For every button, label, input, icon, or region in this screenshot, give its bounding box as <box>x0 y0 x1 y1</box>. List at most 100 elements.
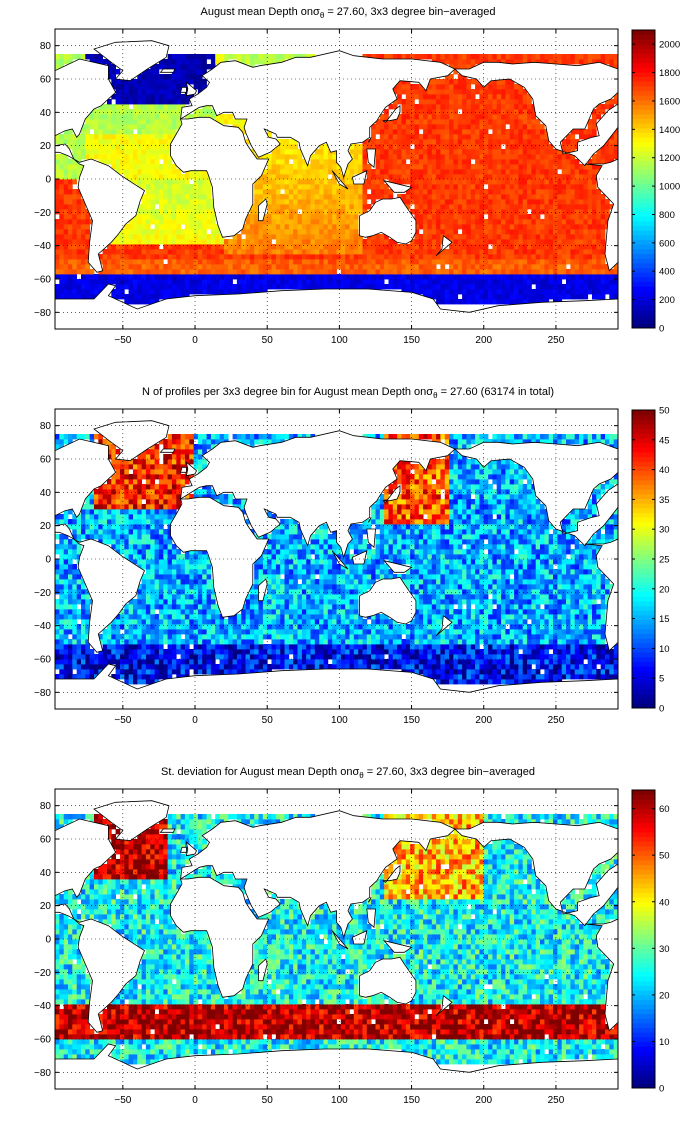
heatmap-cell <box>561 214 567 220</box>
heatmap-cell <box>184 99 190 105</box>
heatmap-cell <box>68 664 73 670</box>
heatmap-cell <box>55 654 60 660</box>
heatmap-cell <box>375 129 381 135</box>
heatmap-cell <box>232 259 238 265</box>
heatmap-cell <box>76 289 82 295</box>
colorbar-segment <box>632 183 655 189</box>
heatmap-cell <box>249 254 255 260</box>
heatmap-cell <box>145 269 151 275</box>
heatmap-cell <box>392 279 398 285</box>
heatmap-cell <box>297 204 303 210</box>
heatmap-cell <box>145 124 151 130</box>
heatmap-cell <box>583 229 589 235</box>
heatmap-cell <box>583 279 589 285</box>
heatmap-cell <box>592 119 597 125</box>
heatmap-cell <box>267 59 272 65</box>
heatmap-cell <box>475 54 480 60</box>
heatmap-cell <box>219 664 225 670</box>
heatmap-cell <box>466 104 472 110</box>
heatmap-cell <box>323 209 329 215</box>
heatmap-cell <box>509 174 515 180</box>
heatmap-cell <box>466 259 472 265</box>
heatmap-cell <box>271 264 277 270</box>
heatmap-cell <box>180 74 186 80</box>
heatmap-cell <box>501 239 506 245</box>
heatmap-cell <box>133 674 138 680</box>
heatmap-cell <box>163 159 168 165</box>
heatmap-cell <box>401 129 407 135</box>
heatmap-cell <box>470 114 476 120</box>
heatmap-cell <box>154 294 160 300</box>
heatmap-cell <box>440 189 446 195</box>
heatmap-cell <box>150 194 155 200</box>
heatmap-cell <box>76 204 82 210</box>
heatmap-cell <box>232 234 238 240</box>
heatmap-cell <box>557 179 563 185</box>
heatmap-cell <box>297 199 303 205</box>
heatmap-cell <box>509 669 515 675</box>
heatmap-cell <box>102 254 108 260</box>
heatmap-cell <box>557 199 563 205</box>
heatmap-cell <box>405 94 411 100</box>
heatmap-cell <box>444 289 450 295</box>
heatmap-cell <box>262 229 268 235</box>
heatmap-cell <box>405 659 411 665</box>
heatmap-cell <box>120 274 125 280</box>
heatmap-cell <box>323 184 329 190</box>
heatmap-cell <box>280 204 285 210</box>
heatmap-cell <box>319 224 324 230</box>
heatmap-cell <box>371 244 376 250</box>
heatmap-cell <box>232 264 238 270</box>
heatmap-cell <box>111 124 116 130</box>
heatmap-cell <box>600 284 606 290</box>
heatmap-cell <box>405 84 411 90</box>
heatmap-cell <box>85 294 90 300</box>
heatmap-cell <box>514 149 519 155</box>
heatmap-cell <box>124 94 129 100</box>
heatmap-cell <box>197 249 203 255</box>
heatmap-cell <box>462 179 467 185</box>
heatmap-cell <box>475 174 480 180</box>
heatmap-cell <box>544 269 550 275</box>
heatmap-cell <box>68 189 73 195</box>
heatmap-cell <box>427 234 433 240</box>
heatmap-cell <box>440 124 446 130</box>
heatmap-cell <box>457 169 463 175</box>
heatmap-cell <box>76 654 82 660</box>
heatmap-cell <box>275 209 281 215</box>
heatmap-cell <box>535 289 541 295</box>
heatmap-cell <box>505 664 511 670</box>
heatmap-cell <box>202 284 207 290</box>
heatmap-cell <box>210 204 216 210</box>
heatmap-cell <box>301 239 307 245</box>
heatmap-cell <box>436 669 441 675</box>
heatmap-cell <box>293 239 298 245</box>
heatmap-cell <box>496 174 502 180</box>
heatmap-cell <box>267 259 272 265</box>
heatmap-cell <box>401 119 407 125</box>
heatmap-cell <box>509 239 515 245</box>
heatmap-cell <box>297 239 303 245</box>
heatmap-cell <box>410 664 415 670</box>
heatmap-cell <box>423 94 428 100</box>
heatmap-cell <box>68 254 73 260</box>
heatmap-cell <box>470 289 476 295</box>
heatmap-cell <box>353 164 359 170</box>
heatmap-cell <box>462 59 467 65</box>
heatmap-cell <box>449 164 454 170</box>
heatmap-cell <box>150 154 155 160</box>
heatmap-cell <box>410 89 415 95</box>
heatmap-cell <box>548 184 554 190</box>
heatmap-cell <box>210 219 216 225</box>
heatmap-cell <box>479 669 485 675</box>
heatmap-cell <box>470 229 476 235</box>
heatmap-cell <box>509 204 515 210</box>
heatmap-cell <box>475 104 480 110</box>
heatmap-cell <box>462 289 467 295</box>
heatmap-cell <box>453 164 459 170</box>
heatmap-cell <box>431 194 437 200</box>
heatmap-cell <box>124 144 129 150</box>
heatmap-cell <box>358 284 363 290</box>
heatmap-cell <box>163 279 168 285</box>
heatmap-cell <box>557 224 563 230</box>
